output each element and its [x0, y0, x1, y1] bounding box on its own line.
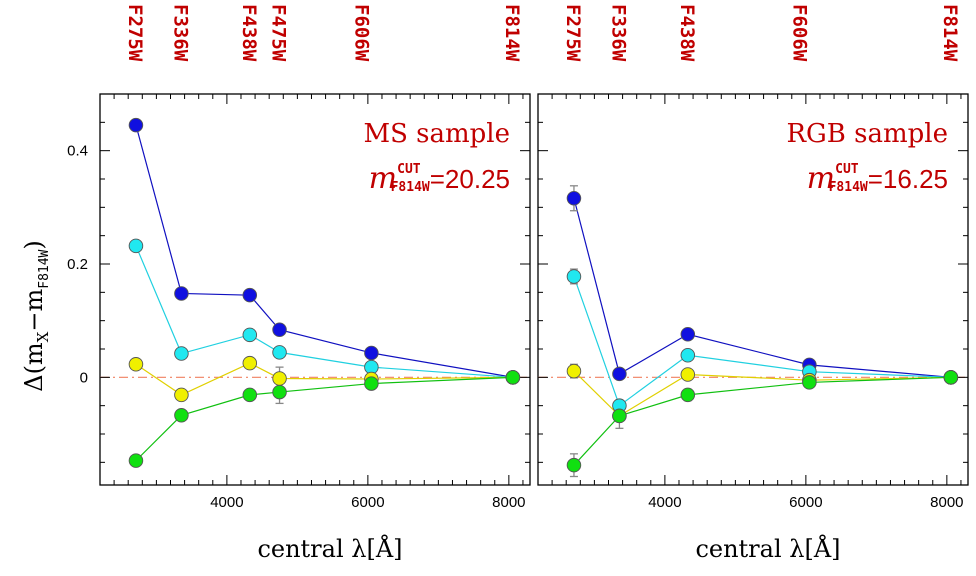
- series-line: [135, 362, 513, 396]
- data-point: [943, 370, 959, 385]
- filter-label-f438w: F438W: [676, 4, 698, 62]
- y-title-part: ): [20, 240, 48, 249]
- data-point: [566, 457, 582, 473]
- data-point: [802, 375, 817, 390]
- data-point: [128, 238, 144, 254]
- x-tick-label: 8000: [930, 494, 963, 511]
- series-line: [573, 376, 951, 466]
- y-tick-label: 0.4: [67, 143, 88, 160]
- plot-frame: [99, 93, 531, 486]
- data-point: [174, 346, 189, 361]
- filter-subscript: F814W: [829, 180, 868, 195]
- x-axis-title: central λ[Å]: [257, 534, 402, 563]
- filter-label-f336w: F336W: [169, 4, 191, 62]
- sample-annotation: MS sample: [363, 119, 510, 149]
- data-point: [680, 347, 696, 363]
- data-point: [612, 366, 627, 382]
- cut-superscript: CUT: [835, 162, 859, 177]
- data-point: [174, 408, 189, 423]
- data-point: [128, 117, 144, 133]
- x-axis-title: central λ[Å]: [695, 534, 840, 563]
- data-point: [242, 355, 258, 371]
- data-point: [242, 327, 258, 343]
- cut-superscript: CUT: [397, 162, 421, 177]
- data-point: [566, 363, 582, 379]
- data-point: [505, 370, 521, 385]
- series-line: [573, 198, 951, 378]
- data-point: [680, 387, 696, 403]
- filter-subscript: F814W: [391, 180, 430, 195]
- data-point: [566, 269, 582, 284]
- series-line: [573, 276, 951, 407]
- cut-value: =16.25: [868, 164, 948, 194]
- data-point: [680, 327, 696, 342]
- y-tick-label: 0.2: [67, 256, 88, 273]
- x-tick-label: 6000: [789, 494, 822, 511]
- data-point: [174, 387, 189, 403]
- data-point: [566, 191, 582, 206]
- filter-label-f275w: F275W: [124, 4, 146, 62]
- y-title-part: −m: [20, 289, 48, 332]
- data-point: [364, 345, 379, 361]
- y-title-sub: X: [34, 331, 52, 342]
- data-point: [364, 376, 379, 391]
- data-point: [272, 384, 287, 400]
- data-point: [128, 357, 144, 372]
- filter-label-f438w: F438W: [238, 4, 260, 62]
- data-point: [242, 287, 258, 303]
- y-tick-label: 0: [80, 369, 88, 386]
- data-point: [272, 322, 287, 337]
- y-title-part: Δ(m: [20, 342, 48, 392]
- magnitude-symbol: m: [369, 161, 397, 196]
- cut-value: =20.25: [430, 164, 510, 194]
- filter-label-f275w: F275W: [562, 4, 584, 62]
- sample-annotation: RGB sample: [786, 119, 948, 149]
- data-point: [680, 367, 696, 382]
- filter-label-f336w: F336W: [607, 4, 629, 62]
- plot-frame: [537, 93, 969, 486]
- x-tick-label: 8000: [492, 494, 525, 511]
- data-point: [128, 453, 144, 468]
- magnitude-cut-annotation: mCUT F814W=16.25: [807, 161, 948, 196]
- x-tick-label: 6000: [351, 494, 384, 511]
- x-tick-label: 4000: [210, 494, 243, 511]
- filter-label-f814w: F814W: [501, 4, 523, 62]
- filter-label-f606w: F606W: [350, 4, 372, 62]
- filter-label-f814w: F814W: [939, 4, 961, 62]
- data-point: [272, 371, 287, 386]
- y-axis-title: Δ(mX−mF814W): [20, 240, 52, 392]
- filter-label-f606w: F606W: [788, 4, 810, 62]
- magnitude-cut-annotation: mCUT F814W=20.25: [369, 161, 510, 196]
- series-line: [135, 376, 513, 462]
- series-line: [135, 245, 513, 378]
- data-point: [612, 408, 627, 424]
- data-point: [242, 387, 258, 403]
- magnitude-symbol: m: [807, 161, 835, 196]
- filter-label-f475w: F475W: [268, 4, 290, 62]
- x-tick-label: 4000: [648, 494, 681, 511]
- data-point: [174, 286, 189, 301]
- y-title-sub: F814W: [37, 249, 52, 288]
- series-line: [135, 125, 513, 378]
- data-point: [272, 345, 287, 360]
